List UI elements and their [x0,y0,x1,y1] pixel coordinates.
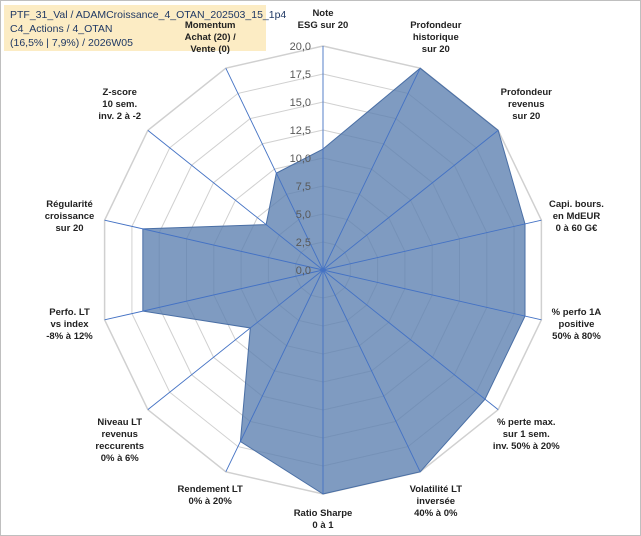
tick-label-4: 10,0 [290,153,311,165]
category-label-line: -8% à 12% [46,331,93,342]
category-label-line: sur 20 [56,223,84,234]
tick-label-7: 17,5 [290,69,311,81]
category-label-line: vs index [51,319,90,330]
category-label-line: en MdEUR [553,211,601,222]
category-label-line: Niveau LT [97,417,142,428]
category-label-8: Rendement LT 0% à 20% [178,484,243,507]
category-label-line: Perfo. LT [49,307,90,318]
tick-label-0: 0,0 [296,265,311,277]
category-label-line: ESG sur 20 [298,20,349,31]
category-label-line: Capi. bours. [549,199,604,210]
category-label-line: positive [559,319,595,330]
tick-label-3: 7,5 [296,181,311,193]
category-label-line: % perte max. [497,417,556,428]
portfolio-title: PTF_31_Val / ADAMCroissance_4_OTAN_20250… [10,9,287,21]
axis-spoke-11 [104,219,324,271]
category-label-line: 0 à 60 G€ [556,223,598,234]
axis-spoke-6 [322,269,421,473]
axis-spoke-2 [322,129,499,271]
axis-spoke-13 [225,67,324,271]
category-label-line: % perfo 1A [552,307,602,318]
category-label-5: % perte max. sur 1 sem. inv. 50% à 20% [493,417,560,452]
category-label-line: 0% à 20% [189,496,233,507]
category-label-line: Z-score [103,87,137,98]
category-label-1: Profondeur historique sur 20 [410,20,461,55]
category-label-line: reccurents [95,441,144,452]
category-label-12: Z-score 10 sem. inv. 2 à -2 [98,87,141,122]
category-label-0: Note ESG sur 20 [298,8,349,31]
category-label-line: Volatilité LT [410,484,463,495]
portfolio-info-box: PTF_31_Val / ADAMCroissance_4_OTAN_20250… [4,5,287,51]
category-label-line: Ratio Sharpe [294,508,353,519]
axis-spoke-4 [322,269,542,321]
category-label-line: 50% à 80% [552,331,601,342]
tick-label-1: 2,5 [296,237,311,249]
category-label-line: revenus [508,99,544,110]
category-label-line: 40% à 0% [414,508,458,519]
category-label-line: 0% à 6% [101,453,140,464]
tick-label-2: 5,0 [296,209,311,221]
axis-spoke-5 [322,269,499,411]
tick-label-5: 12,5 [290,125,311,137]
tick-label-8: 20,0 [290,41,311,53]
axis-spoke-10 [104,269,324,321]
tick-label-6: 15,0 [290,97,311,109]
category-label-line: 0 à 1 [312,520,334,531]
portfolio-stats: (16,5% | 7,9%) / 2026W05 [10,37,133,49]
category-label-line: historique [413,32,459,43]
category-label-11: Régularité croissance sur 20 [45,199,95,234]
category-label-line: Achat (20) / [185,32,237,43]
category-label-line: Note [312,8,333,19]
category-label-line: Profondeur [501,87,552,98]
category-label-10: Perfo. LT vs index -8% à 12% [46,307,93,342]
category-label-line: sur 20 [422,44,450,55]
category-label-line: Régularité [46,199,92,210]
portfolio-category: C4_Actions / 4_OTAN [10,23,113,35]
category-label-line: Profondeur [410,20,461,31]
axis-spoke-1 [322,67,421,271]
category-label-line: croissance [45,211,95,222]
axis-spoke-8 [225,269,324,473]
category-label-line: sur 1 sem. [503,429,550,440]
category-label-line: Rendement LT [178,484,243,495]
category-label-7: Ratio Sharpe 0 à 1 [294,508,353,531]
axis-spoke-3 [322,219,542,271]
category-label-3: Capi. bours. en MdEUR 0 à 60 G€ [549,199,604,234]
category-label-line: inversée [417,496,456,507]
category-label-line: Momentum [185,20,236,31]
category-label-2: Profondeur revenus sur 20 [501,87,552,122]
axis-spoke-9 [147,269,324,411]
category-label-9: Niveau LT revenus reccurents 0% à 6% [95,417,144,464]
category-label-13: Momentum Achat (20) / Vente (0) [185,20,237,55]
category-label-4: % perfo 1A positive 50% à 80% [552,307,602,342]
category-label-line: 10 sem. [102,99,137,110]
category-label-line: revenus [102,429,138,440]
category-label-line: inv. 2 à -2 [98,111,141,122]
category-label-line: sur 20 [512,111,540,122]
category-label-line: inv. 50% à 20% [493,441,560,452]
category-label-line: Vente (0) [190,44,230,55]
category-label-6: Volatilité LT inversée 40% à 0% [410,484,463,519]
axis-spoke-12 [147,129,324,271]
